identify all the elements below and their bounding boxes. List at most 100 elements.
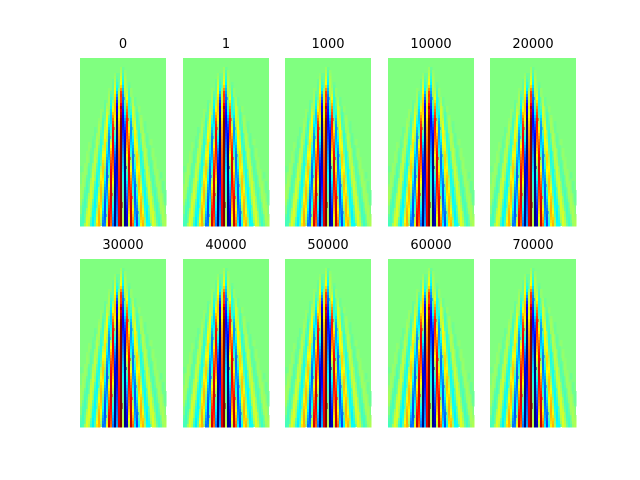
- heatmap-cell: [98, 157, 101, 161]
- heatmap-cell: [154, 199, 157, 203]
- heatmap-cell: [325, 133, 328, 137]
- heatmap-cell: [323, 211, 326, 215]
- heatmap-cell: [307, 145, 310, 149]
- heatmap-cell: [309, 190, 312, 194]
- heatmap-cell: [223, 118, 226, 122]
- heatmap-cell: [221, 94, 224, 98]
- heatmap-cell: [108, 97, 111, 101]
- heatmap-cell: [231, 94, 234, 98]
- heatmap-cell: [297, 181, 300, 185]
- heatmap-cell: [418, 151, 421, 155]
- heatmap-cell: [237, 151, 240, 155]
- heatmap-cell: [255, 178, 258, 182]
- heatmap-cell: [215, 169, 218, 173]
- heatmap-cell: [442, 175, 445, 179]
- heatmap-cell: [118, 208, 121, 212]
- heatmap-cell: [446, 181, 449, 185]
- heatmap-cell: [227, 202, 230, 206]
- heatmap-cell: [219, 214, 222, 218]
- heatmap-cell: [209, 121, 212, 125]
- heatmap-cell: [104, 187, 107, 191]
- heatmap-cell: [233, 133, 236, 137]
- heatmap-cell: [444, 151, 447, 155]
- heatmap-cell: [185, 187, 188, 191]
- heatmap-cell: [136, 217, 139, 221]
- heatmap-cell: [94, 154, 97, 158]
- heatmap-cell: [259, 178, 262, 182]
- heatmap-cell: [138, 214, 141, 218]
- heatmap-cell: [327, 112, 330, 116]
- heatmap-cell: [396, 172, 399, 176]
- heatmap-cell: [440, 130, 443, 134]
- heatmap-cell: [448, 139, 451, 143]
- heatmap-cell: [365, 196, 368, 200]
- heatmap-cell: [289, 166, 292, 170]
- heatmap-cell: [422, 79, 425, 83]
- heatmap-cell: [235, 178, 238, 182]
- heatmap-cell: [132, 160, 135, 164]
- heatmap-cell: [112, 100, 115, 104]
- heatmap-cell: [102, 187, 105, 191]
- heatmap-cell: [410, 148, 413, 152]
- heatmap-cell: [363, 190, 366, 194]
- heatmap-cell: [420, 169, 423, 173]
- heatmap-cell: [138, 184, 141, 188]
- heatmap-cell: [456, 178, 459, 182]
- heatmap-cell: [126, 142, 129, 146]
- heatmap-cell: [197, 214, 200, 218]
- heatmap-cell: [285, 223, 288, 227]
- heatmap-cell: [323, 148, 326, 152]
- heatmap-cell: [92, 181, 95, 185]
- heatmap-cell: [408, 142, 411, 146]
- heatmap-cell: [315, 139, 318, 143]
- heatmap-cell: [396, 169, 399, 173]
- heatmap-cell: [126, 139, 129, 143]
- heatmap-cell: [183, 190, 186, 194]
- heatmap-cell: [124, 172, 127, 176]
- heatmap-cell: [130, 208, 133, 212]
- heatmap-cell: [428, 118, 431, 122]
- heatmap-cell: [255, 172, 258, 176]
- heatmap-cell: [150, 190, 153, 194]
- heatmap-cell: [211, 100, 214, 104]
- heatmap-cell: [408, 169, 411, 173]
- heatmap-cell: [94, 130, 97, 134]
- heatmap-cell: [189, 178, 192, 182]
- heatmap-cell: [255, 193, 258, 197]
- heatmap-cell: [442, 163, 445, 167]
- heatmap-cell: [319, 184, 322, 188]
- heatmap-cell: [309, 145, 312, 149]
- heatmap-cell: [430, 142, 433, 146]
- heatmap-cell: [359, 214, 362, 218]
- heatmap-cell: [353, 145, 356, 149]
- heatmap-cell: [231, 151, 234, 155]
- heatmap-cell: [231, 82, 234, 86]
- heatmap-cell: [432, 166, 435, 170]
- heatmap-cell: [400, 166, 403, 170]
- heatmap-cell: [337, 130, 340, 134]
- heatmap-cell: [305, 187, 308, 191]
- heatmap-cell: [217, 100, 220, 104]
- heatmap-cell: [325, 208, 328, 212]
- heatmap-cell: [245, 187, 248, 191]
- heatmap-cell: [112, 184, 115, 188]
- heatmap-cell: [301, 178, 304, 182]
- heatmap-cell: [363, 223, 366, 227]
- heatmap-cell: [456, 172, 459, 176]
- heatmap-cell: [319, 163, 322, 167]
- heatmap-cell: [233, 214, 236, 218]
- heatmap-cell: [323, 157, 326, 161]
- heatmap-cell: [317, 139, 320, 143]
- heatmap-cell: [86, 196, 89, 200]
- heatmap-cell: [221, 163, 224, 167]
- heatmap-cell: [162, 181, 165, 185]
- heatmap-cell: [347, 211, 350, 215]
- heatmap-cell: [422, 112, 425, 116]
- heatmap-cell: [339, 163, 342, 167]
- heatmap-cell: [289, 211, 292, 215]
- heatmap-cell: [233, 91, 236, 95]
- heatmap-cell: [311, 148, 314, 152]
- heatmap-cell: [243, 127, 246, 131]
- heatmap-cell: [215, 175, 218, 179]
- heatmap-cell: [335, 118, 338, 122]
